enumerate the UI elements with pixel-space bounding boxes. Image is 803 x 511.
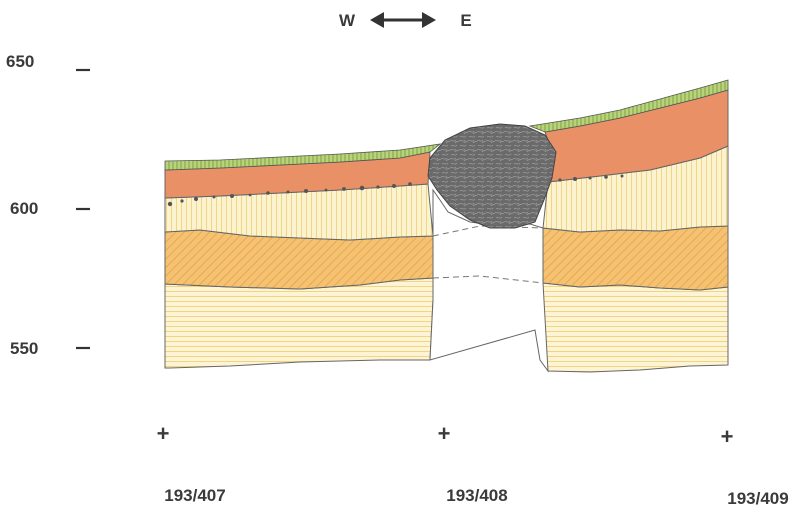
layer-topsoil: [164, 143, 442, 171]
west-label: W: [339, 11, 356, 30]
layer-gravel-base: [164, 277, 434, 369]
trench-dashed-upper: [432, 225, 544, 237]
rock-block: [427, 123, 557, 229]
elevation-label-600: 600: [10, 199, 38, 218]
borehole-label-3: 193/409: [727, 489, 788, 508]
layer-sand-hatched: [164, 229, 434, 290]
layer-topsoil-east: [528, 79, 729, 133]
east-label: E: [460, 11, 471, 30]
double-arrow-icon: [370, 12, 436, 28]
elevation-label-650: 650: [6, 52, 34, 71]
borehole-marker-1: +: [157, 421, 170, 446]
trench-dashed-lower: [432, 275, 544, 284]
layer-sand-hatched-east: [542, 225, 729, 291]
elevation-label-550: 550: [10, 339, 38, 358]
borehole-label-2: 193/408: [446, 486, 507, 505]
borehole-marker-2: +: [438, 421, 451, 446]
layer-gravel-base-east: [542, 282, 729, 373]
borehole-marker-3: +: [721, 424, 734, 449]
pebble-line: [167, 174, 624, 207]
borehole-label-1: 193/407: [164, 486, 225, 505]
